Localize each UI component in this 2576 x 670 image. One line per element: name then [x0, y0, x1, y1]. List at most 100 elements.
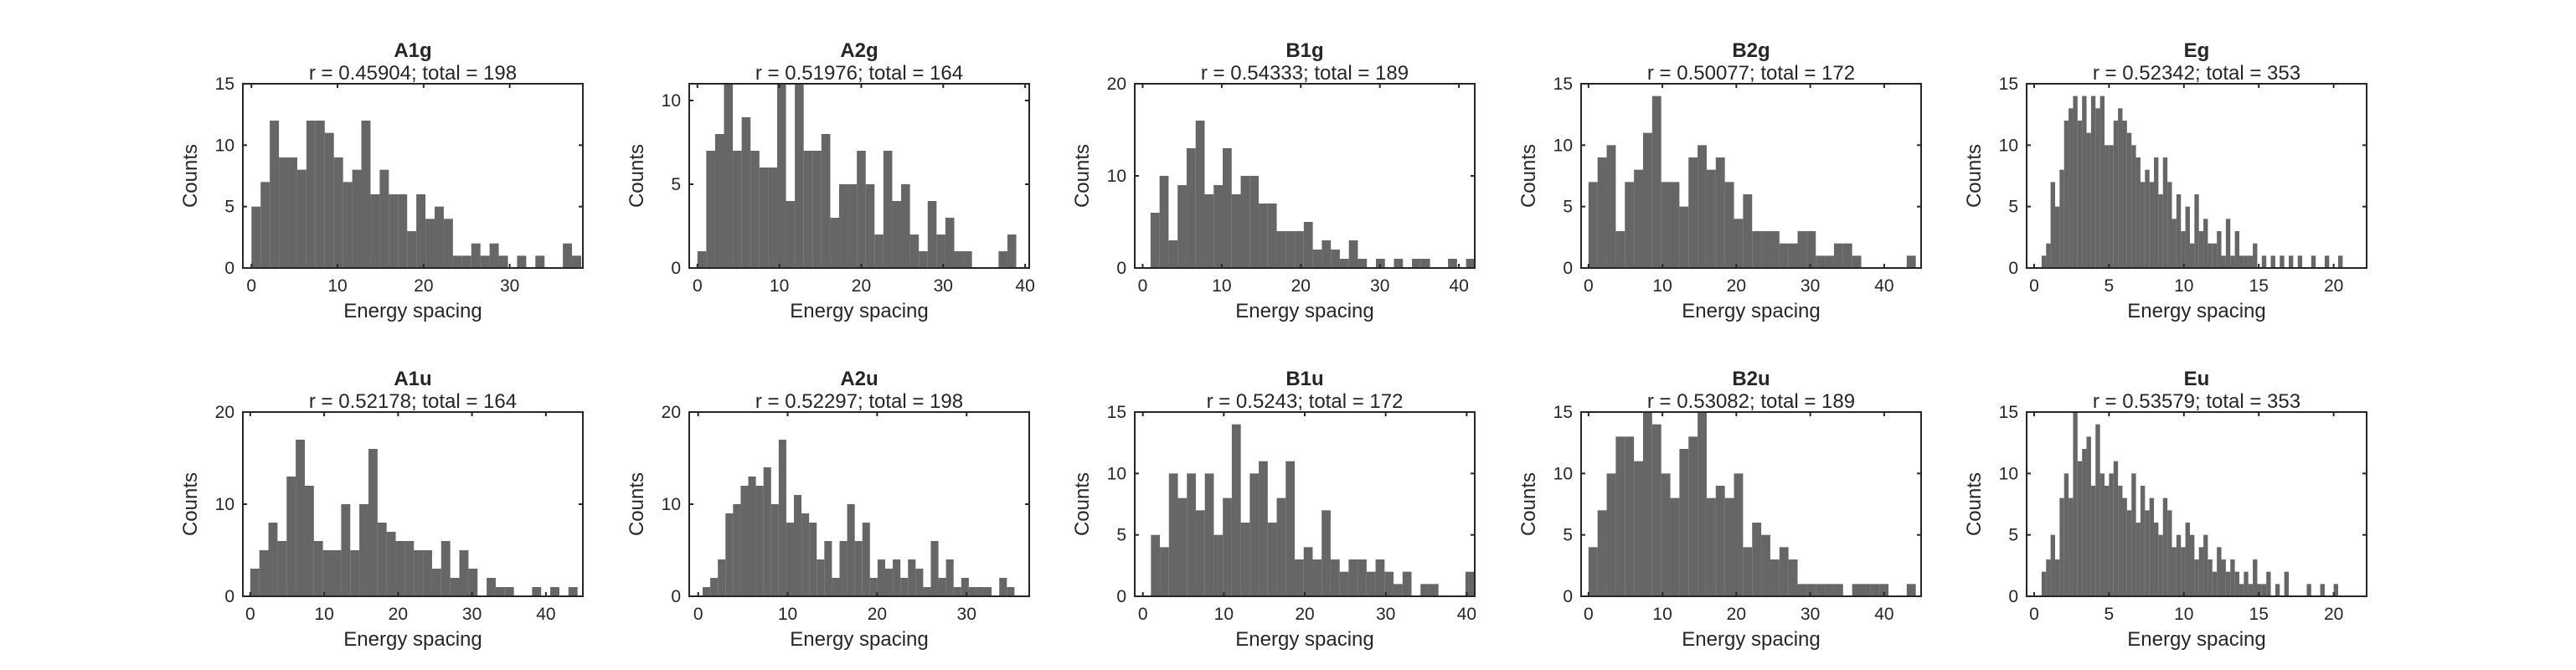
- panel-title: B1g: [1285, 39, 1323, 62]
- histogram-bar: [718, 559, 726, 596]
- histogram-bar: [2167, 182, 2172, 268]
- histogram-bar: [1267, 523, 1277, 596]
- y-tick-label: 0: [1116, 259, 1126, 278]
- histogram-bar: [2162, 497, 2168, 596]
- histogram-bar: [268, 523, 278, 596]
- histogram-bar: [2118, 486, 2123, 596]
- histogram-bar: [2203, 534, 2208, 596]
- histogram-bar: [2194, 194, 2199, 268]
- histogram-bar: [341, 504, 351, 596]
- y-tick-label: 10: [215, 495, 234, 514]
- histogram-bar: [368, 449, 378, 596]
- histogram-bar: [2082, 449, 2087, 596]
- histogram-bar: [2090, 95, 2096, 268]
- histogram-bar: [1295, 559, 1304, 596]
- histogram-bar: [795, 84, 804, 268]
- histogram-bar: [2099, 95, 2105, 268]
- histogram-bar: [572, 255, 581, 268]
- x-tick-label: 0: [693, 276, 703, 296]
- panel-title: A2g: [840, 39, 878, 62]
- histogram-panel-eu: 0 5 10 15 20 0 5 10 15 Eur = 0.53579; total = 353…: [1963, 368, 2367, 651]
- histogram-bar: [251, 206, 261, 268]
- histogram-bar: [832, 578, 840, 596]
- x-tick-label: 0: [1138, 276, 1148, 296]
- histogram-bar: [824, 541, 832, 596]
- histogram-bar: [2090, 486, 2096, 596]
- histogram-bar: [517, 255, 527, 268]
- histogram-bar: [748, 477, 756, 596]
- x-tick-label: 30: [500, 276, 519, 296]
- histogram-bar: [324, 132, 334, 268]
- histogram-bar: [909, 234, 920, 268]
- x-tick-label: 20: [1291, 276, 1311, 296]
- histogram-bar: [1007, 234, 1017, 268]
- panel-title: Eg: [2184, 39, 2210, 62]
- y-tick-label: 15: [1999, 75, 2018, 94]
- x-tick-label: 30: [1370, 276, 1389, 296]
- histogram-bar: [1825, 584, 1834, 596]
- x-axis-label: Energy spacing: [790, 628, 928, 651]
- histogram-bar: [2253, 559, 2258, 596]
- histogram-bar: [2225, 219, 2231, 268]
- histogram-bar: [452, 255, 462, 268]
- histogram-bar: [2181, 231, 2186, 268]
- y-axis-label: Counts: [1963, 144, 1986, 208]
- histogram-bar: [563, 243, 573, 268]
- histogram-bar: [1339, 259, 1349, 268]
- x-tick-label: 5: [2105, 605, 2115, 624]
- histogram-bar: [1806, 231, 1816, 268]
- histogram-bar: [1634, 169, 1643, 268]
- panel-subtitle: r = 0.53082; total = 189: [1647, 390, 1855, 413]
- histogram-bar: [2320, 584, 2325, 596]
- histogram-bar: [1195, 510, 1205, 596]
- histogram-bar: [1384, 571, 1394, 596]
- histogram-bar: [1788, 559, 1798, 596]
- axes-frame: [242, 83, 584, 269]
- histogram-bar: [1358, 559, 1367, 596]
- histogram-bar: [1706, 169, 1716, 268]
- histogram-bar: [386, 532, 396, 596]
- histogram-bar: [1770, 231, 1780, 268]
- y-tick-label: 20: [215, 403, 234, 422]
- histogram-bar: [361, 121, 371, 268]
- histogram-bar: [2324, 255, 2330, 268]
- histogram-bar: [1698, 412, 1707, 596]
- histogram-bar: [1661, 182, 1671, 268]
- histogram-bar: [322, 550, 332, 596]
- y-tick-label: 10: [662, 91, 681, 111]
- histogram-bar: [930, 541, 939, 596]
- histogram-bar: [1331, 250, 1340, 268]
- panel-subtitle: r = 0.52297; total = 198: [755, 390, 963, 413]
- histogram-bar: [2046, 559, 2051, 596]
- histogram-bar: [443, 219, 453, 268]
- histogram-bar: [938, 578, 946, 596]
- y-tick-label: 0: [1563, 259, 1573, 278]
- histogram-bar: [2073, 95, 2078, 268]
- histogram-bar: [2244, 571, 2249, 596]
- histogram-bar: [2099, 473, 2105, 596]
- histogram-bar: [2077, 461, 2083, 596]
- y-tick-label: 0: [671, 587, 681, 606]
- panel-subtitle: r = 0.51976; total = 164: [755, 62, 963, 85]
- histogram-bar: [568, 587, 578, 596]
- histogram-bar: [1816, 255, 1826, 268]
- histogram-bar: [2239, 584, 2244, 596]
- x-tick-label: 0: [1584, 605, 1594, 624]
- histogram-bar: [1187, 473, 1196, 596]
- histogram-bar: [1642, 132, 1652, 268]
- histogram-bar: [1879, 584, 1889, 596]
- histogram-bar: [1670, 182, 1680, 268]
- histogram-bar: [2221, 559, 2226, 596]
- y-tick-label: 15: [1553, 403, 1573, 422]
- histogram-bar: [498, 255, 508, 268]
- histogram-bar: [279, 157, 289, 268]
- histogram-bar: [2122, 121, 2127, 268]
- histogram-bar: [1204, 473, 1214, 596]
- histogram-bar: [343, 182, 353, 268]
- histogram-bar: [2149, 497, 2155, 596]
- histogram-bar: [2253, 243, 2258, 268]
- histogram-bar: [2212, 571, 2218, 596]
- histogram-bar: [2338, 255, 2343, 268]
- histogram-bar: [1724, 497, 1734, 596]
- histogram-bar: [710, 578, 719, 596]
